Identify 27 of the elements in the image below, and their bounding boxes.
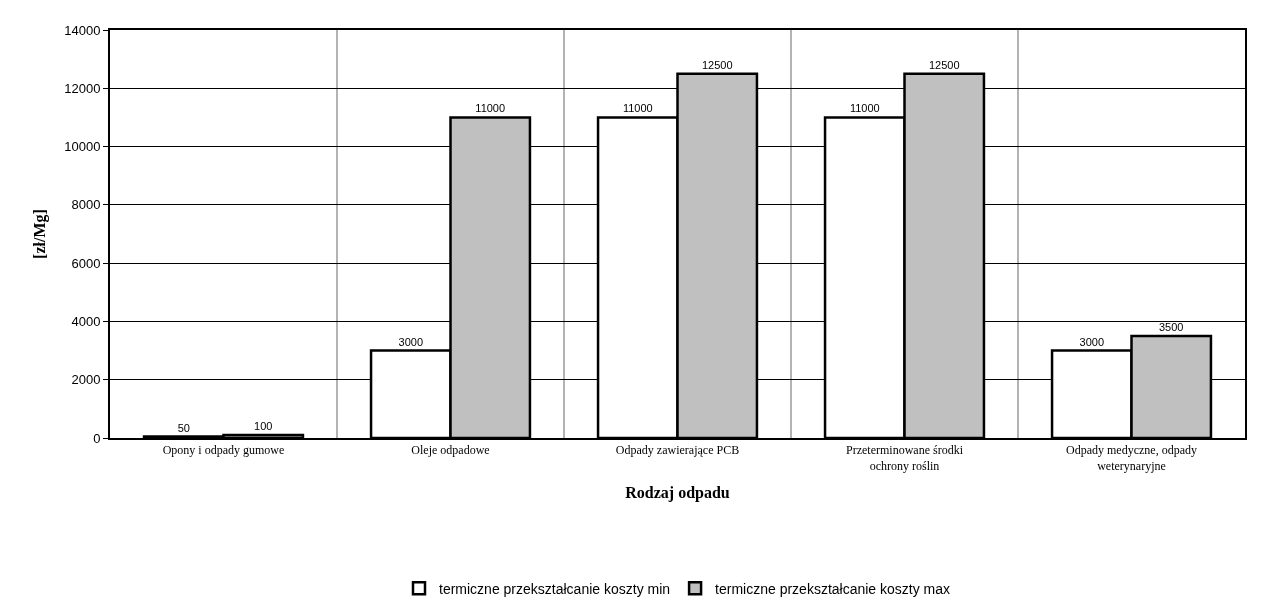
y-tick-label: 12000 xyxy=(64,80,101,96)
data-label: 12500 xyxy=(701,58,733,71)
legend-label: termiczne przekształcanie koszty max xyxy=(715,580,951,597)
y-axis-title: [zł/Mg] xyxy=(30,209,49,259)
data-label: 100 xyxy=(254,420,273,433)
data-label: 3000 xyxy=(398,335,424,348)
x-tick-label: Opony i odpady gumowe xyxy=(162,443,285,458)
y-tick-label: 8000 xyxy=(71,197,101,213)
data-label: 11000 xyxy=(475,102,506,115)
data-label: 11000 xyxy=(622,102,653,115)
data-label: 3500 xyxy=(1158,321,1184,333)
data-label: 3000 xyxy=(1079,335,1105,348)
y-tick-label: 0 xyxy=(93,430,101,446)
data-label: 11000 xyxy=(849,102,880,115)
data-label: 12500 xyxy=(928,58,960,71)
y-tick-label: 2000 xyxy=(71,372,101,388)
x-tick-label: Przeterminowane środki ochrony roślin xyxy=(846,443,964,473)
x-axis-title: Rodzaj odpadu xyxy=(625,484,730,503)
data-label: 50 xyxy=(177,421,190,434)
x-tick-label: Odpady medyczne, odpady weterynaryjne xyxy=(1066,443,1197,473)
legend-label: termiczne przekształcanie koszty min xyxy=(439,580,671,597)
y-tick-label: 10000 xyxy=(64,139,101,155)
y-tick-label: 14000 xyxy=(64,22,101,38)
y-tick-label: 6000 xyxy=(71,255,101,271)
y-tick-label: 4000 xyxy=(71,313,101,329)
x-tick-label: Oleje odpadowe xyxy=(411,443,490,458)
x-tick-label: Odpady zawierające PCB xyxy=(615,443,740,458)
